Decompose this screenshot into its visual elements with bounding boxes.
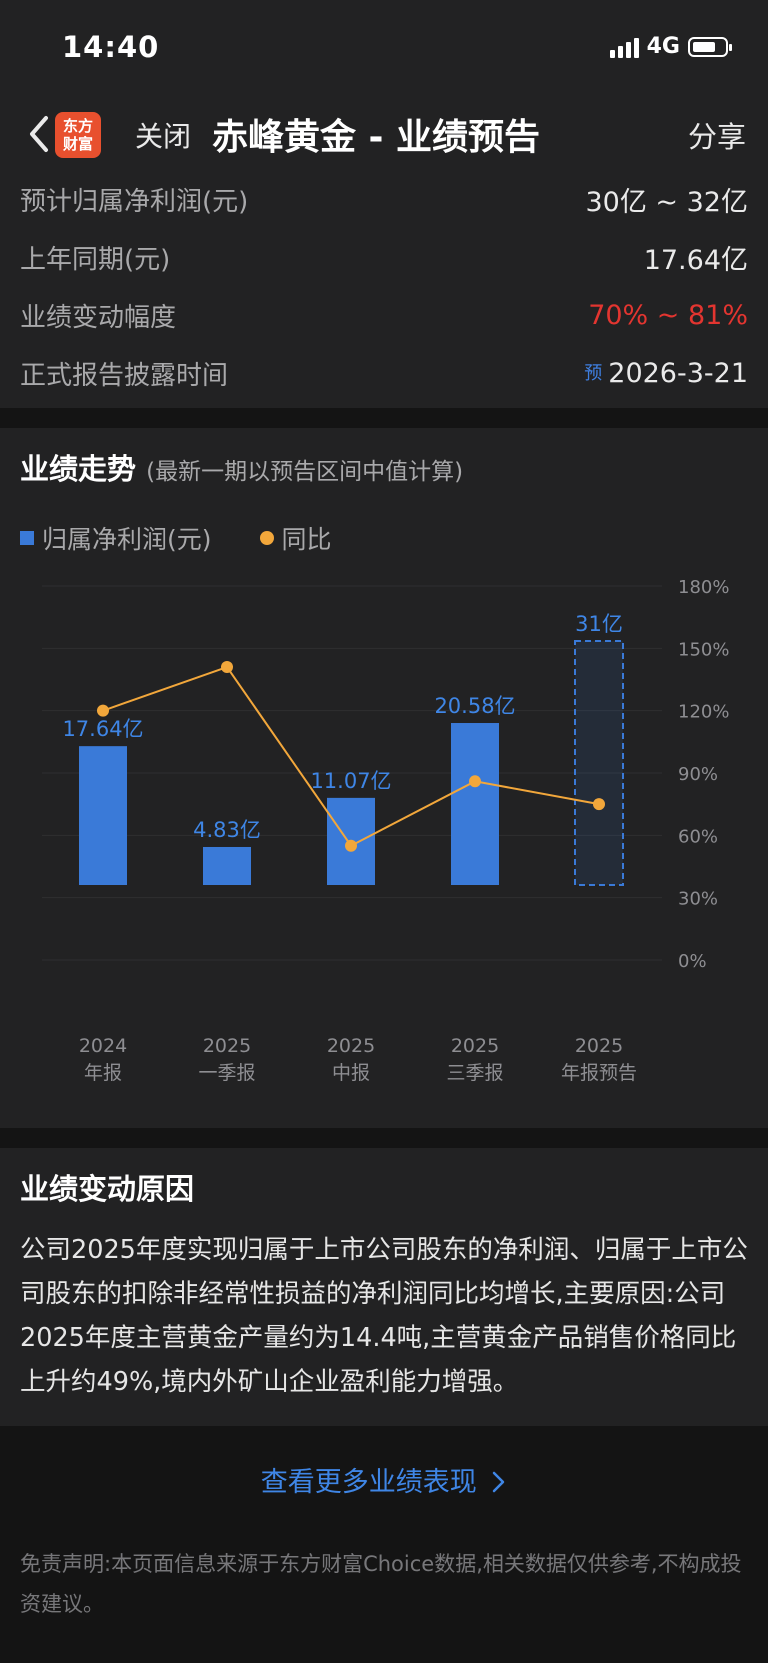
x-tick-label: 2025 (575, 1035, 623, 1057)
bar-value-label: 20.58亿 (434, 694, 515, 718)
right-axis-tick-label: 180% (678, 577, 729, 598)
chart-legend: 归属净利润(元) 同比 (20, 520, 332, 556)
summary-value: 17.64亿 (643, 244, 748, 276)
profit-trend-chart: 180% 150% 120% 90% 60% 30% 0% 17.64亿 2024 年报 4.83亿… (42, 577, 729, 1084)
forecast-summary: 预计归属净利润(元) 30亿 ~ 32亿 上年同期(元) 17.64亿 业绩变动… (0, 170, 768, 408)
trend-section: 业绩走势 (最新一期以预告区间中值计算) 归属净利润(元) 同比 180% 150… (0, 428, 768, 1128)
forecast-bar (574, 640, 624, 886)
x-tick-label: 三季报 (446, 1062, 503, 1084)
right-axis-tick-label: 0% (678, 951, 707, 972)
profit-bar (79, 746, 127, 885)
yoy-point (469, 775, 481, 788)
nav-bar: 东方 财富 关闭 赤峰黄金 - 业绩预告 分享 (0, 100, 768, 170)
x-tick-label: 年报预告 (561, 1062, 637, 1084)
chevron-right-icon (493, 1471, 505, 1493)
yoy-point (97, 704, 109, 717)
x-tick-label: 2025 (203, 1035, 251, 1057)
x-tick-label: 一季报 (198, 1062, 255, 1084)
status-time: 14:40 (62, 30, 160, 64)
right-axis-tick-label: 150% (678, 639, 729, 660)
status-bar: 14:40 4G (0, 0, 768, 100)
bar-value-label: 17.64亿 (62, 717, 143, 741)
battery-icon (688, 36, 732, 57)
x-tick-label: 2025 (451, 1035, 499, 1057)
close-button[interactable]: 关闭 (135, 120, 192, 153)
bar-value-label: 11.07亿 (310, 769, 391, 793)
right-axis-tick-label: 90% (678, 764, 718, 785)
back-arrow-icon[interactable] (20, 112, 60, 156)
more-performance-link[interactable]: 查看更多业绩表现 (0, 1460, 768, 1499)
x-tick-label: 年报 (84, 1062, 122, 1084)
profit-bar (203, 846, 251, 885)
yoy-point (221, 661, 233, 674)
yoy-point (345, 839, 357, 852)
summary-row-forecast-profit: 预计归属净利润(元) 30亿 ~ 32亿 (20, 170, 748, 228)
app-logo-icon: 东方 财富 (55, 112, 101, 158)
share-button[interactable]: 分享 (687, 120, 746, 154)
right-axis-tick-label: 120% (678, 702, 729, 723)
summary-label: 正式报告披露时间 (20, 360, 229, 391)
yoy-point (593, 798, 605, 811)
reason-title: 业绩变动原因 (20, 1172, 195, 1206)
right-axis-tick-label: 60% (678, 826, 718, 847)
bar-value-label: 4.83亿 (193, 818, 261, 842)
forecast-tag: 预 (584, 362, 603, 384)
reason-section: 业绩变动原因 公司2025年度实现归属于上市公司股东的净利润、归属于上市公司股东… (0, 1148, 768, 1426)
trend-title: 业绩走势 (最新一期以预告区间中值计算) (20, 452, 464, 486)
network-label: 4G (646, 34, 680, 59)
trend-subtitle: (最新一期以预告区间中值计算) (146, 459, 464, 485)
line-legend-icon (259, 531, 274, 545)
profit-bar (451, 723, 499, 885)
summary-value: 70% ~ 81% (588, 299, 748, 331)
bar-value-label: 31亿 (575, 612, 623, 636)
summary-value: 预 2026-3-21 (584, 357, 748, 389)
reason-text: 公司2025年度实现归属于上市公司股东的净利润、归属于上市公司股东的扣除非经常性… (20, 1235, 748, 1397)
summary-label: 预计归属净利润(元) (20, 186, 249, 217)
bar-legend-icon (20, 531, 34, 545)
legend-line-label: 同比 (281, 525, 332, 554)
signal-icon (609, 36, 639, 58)
status-indicators: 4G (609, 34, 732, 59)
right-axis-tick-label: 30% (678, 889, 718, 910)
summary-value: 30亿 ~ 32亿 (585, 186, 748, 218)
x-tick-label: 2025 (327, 1035, 375, 1057)
summary-row-last-year: 上年同期(元) 17.64亿 (20, 228, 748, 286)
x-tick-label: 2024 (79, 1035, 127, 1057)
summary-row-change-range: 业绩变动幅度 70% ~ 81% (20, 286, 748, 344)
summary-label: 业绩变动幅度 (20, 302, 177, 333)
x-tick-label: 中报 (332, 1062, 370, 1084)
summary-label: 上年同期(元) (20, 244, 171, 275)
summary-row-disclosure-date: 正式报告披露时间 预 2026-3-21 (20, 344, 748, 402)
page-title: 赤峰黄金 - 业绩预告 (212, 117, 541, 158)
disclaimer: 免责声明:本页面信息来源于东方财富Choice数据,相关数据仅供参考,不构成投资… (20, 1552, 742, 1616)
legend-bar-label: 归属净利润(元) (42, 525, 212, 554)
